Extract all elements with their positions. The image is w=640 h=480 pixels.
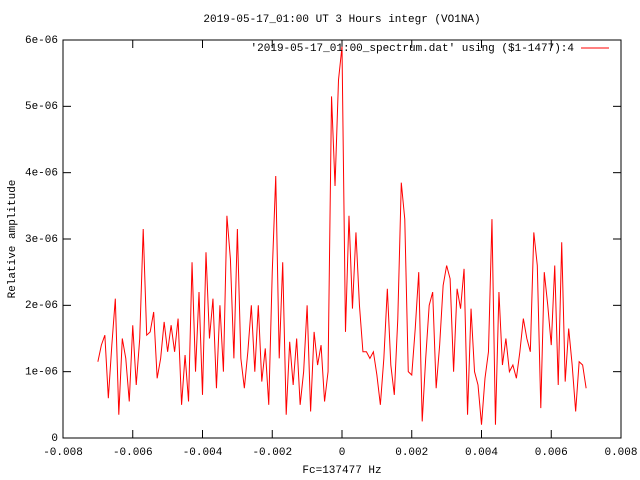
x-axis-label: Fc=137477 Hz: [302, 465, 381, 477]
y-tick-label: 4e-06: [25, 168, 58, 180]
x-tick-label: 0.008: [604, 447, 637, 459]
y-tick-label: 6e-06: [25, 35, 58, 47]
x-tick-label: -0.006: [113, 447, 153, 459]
chart-title: 2019-05-17_01:00 UT 3 Hours integr (VO1N…: [203, 14, 480, 26]
x-tick-label: 0: [339, 447, 346, 459]
y-axis-label: Relative amplitude: [7, 180, 19, 299]
y-tick-label: 3e-06: [25, 234, 58, 246]
x-tick-label: 0.002: [395, 447, 428, 459]
x-tick-label: -0.004: [183, 447, 223, 459]
y-tick-label: 2e-06: [25, 300, 58, 312]
x-tick-label: 0.006: [535, 447, 568, 459]
plot-frame: [62, 39, 622, 439]
data-line: [97, 46, 587, 425]
x-tick-label: -0.008: [43, 447, 83, 459]
y-tick-label: 5e-06: [25, 101, 58, 113]
legend-label: '2019-05-17_01:00_spectrum.dat' using ($…: [251, 43, 575, 55]
y-tick-label: 0: [51, 433, 58, 445]
x-tick-label: 0.004: [465, 447, 498, 459]
y-tick-label: 1e-06: [25, 367, 58, 379]
x-tick-label: -0.002: [252, 447, 292, 459]
